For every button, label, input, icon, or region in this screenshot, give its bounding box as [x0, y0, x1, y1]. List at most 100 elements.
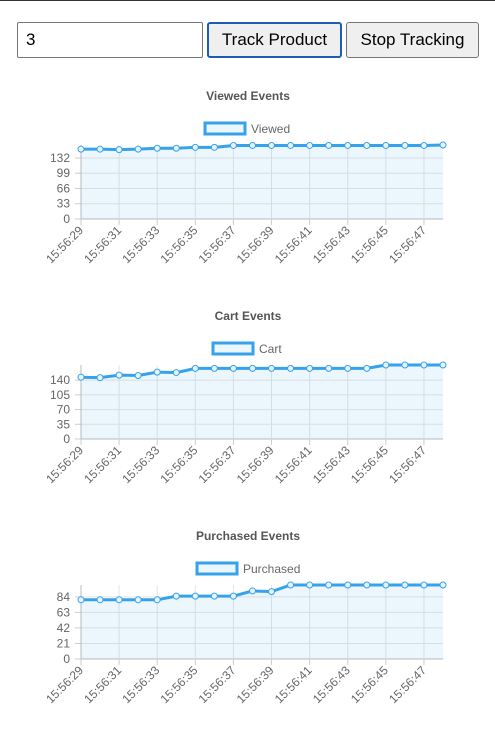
point	[344, 141, 352, 149]
stop-button[interactable]: Stop Tracking	[346, 22, 479, 58]
x-tick-label: 15:56:37	[196, 443, 239, 486]
point	[229, 592, 237, 600]
point	[210, 143, 218, 151]
point	[248, 587, 256, 595]
point	[115, 146, 123, 154]
point	[287, 364, 295, 372]
y-tick-label: 35	[57, 417, 71, 431]
y-tick-label: 132	[50, 151, 70, 165]
x-tick-label: 15:56:31	[81, 223, 124, 266]
y-tick-label: 84	[57, 590, 71, 604]
y-tick-label: 66	[57, 181, 71, 195]
controls: Track Product Stop Tracking	[0, 0, 495, 70]
x-tick-label: 15:56:47	[386, 443, 429, 486]
point	[344, 581, 352, 589]
x-tick-label: 15:56:29	[43, 663, 86, 706]
track-button[interactable]: Track Product	[207, 22, 342, 58]
x-tick-label: 15:56:31	[81, 443, 124, 486]
x-tick-label: 15:56:43	[310, 663, 353, 706]
point	[382, 141, 390, 149]
point	[268, 588, 276, 596]
point	[210, 364, 218, 372]
point	[439, 361, 447, 369]
y-tick-label: 70	[57, 403, 71, 417]
point	[77, 596, 85, 604]
x-tick-label: 15:56:47	[386, 663, 429, 706]
point	[344, 364, 352, 372]
y-tick-label: 33	[57, 197, 71, 211]
chart-title: Purchased Events	[196, 529, 300, 543]
x-tick-label: 15:56:41	[272, 443, 315, 486]
x-tick-label: 15:56:47	[386, 223, 429, 266]
point	[229, 141, 237, 149]
point	[229, 364, 237, 372]
x-tick-label: 15:56:33	[119, 443, 162, 486]
line-chart: Viewed EventsViewed033669913215:56:2915:…	[43, 89, 447, 266]
point	[420, 581, 428, 589]
point	[191, 364, 199, 372]
point	[96, 596, 104, 604]
x-tick-label: 15:56:39	[234, 443, 277, 486]
point	[363, 141, 371, 149]
point	[382, 581, 390, 589]
y-tick-label: 99	[57, 166, 71, 180]
y-tick-label: 21	[57, 636, 71, 650]
y-tick-label: 63	[57, 605, 71, 619]
legend-swatch	[195, 561, 239, 576]
point	[172, 369, 180, 377]
point	[420, 361, 428, 369]
x-tick-label: 15:56:39	[234, 223, 277, 266]
chart-title: Cart Events	[215, 309, 282, 323]
point	[268, 141, 276, 149]
point	[420, 141, 428, 149]
x-tick-label: 15:56:41	[272, 663, 315, 706]
point	[401, 581, 409, 589]
point	[306, 581, 314, 589]
legend-label: Cart	[259, 342, 282, 356]
point	[153, 596, 161, 604]
point	[306, 141, 314, 149]
point	[363, 364, 371, 372]
point	[115, 596, 123, 604]
point	[325, 141, 333, 149]
chart-title: Viewed Events	[206, 89, 290, 103]
point	[287, 581, 295, 589]
x-tick-label: 15:56:45	[348, 223, 391, 266]
point	[77, 373, 85, 381]
y-tick-label: 0	[63, 652, 70, 666]
x-tick-label: 15:56:41	[272, 223, 315, 266]
x-tick-label: 15:56:33	[119, 663, 162, 706]
point	[248, 141, 256, 149]
y-tick-label: 105	[50, 388, 70, 402]
point	[96, 374, 104, 382]
point	[382, 361, 390, 369]
x-tick-label: 15:56:35	[158, 663, 201, 706]
point	[153, 368, 161, 376]
quantity-input[interactable]	[17, 22, 203, 58]
point	[268, 364, 276, 372]
point	[134, 372, 142, 380]
legend-label: Purchased	[243, 562, 300, 576]
x-tick-label: 15:56:33	[119, 223, 162, 266]
point	[363, 581, 371, 589]
top-border	[0, 0, 495, 1]
point	[306, 364, 314, 372]
y-tick-label: 0	[63, 212, 70, 226]
legend-swatch	[211, 341, 255, 356]
point	[439, 141, 447, 149]
point	[172, 144, 180, 152]
x-tick-label: 15:56:31	[81, 663, 124, 706]
x-tick-label: 15:56:45	[348, 663, 391, 706]
area	[81, 585, 443, 659]
point	[77, 145, 85, 153]
point	[248, 364, 256, 372]
point	[210, 592, 218, 600]
y-tick-label: 0	[63, 432, 70, 446]
line-chart: Cart EventsCart0357010514015:56:2915:56:…	[43, 309, 447, 486]
legend-label: Viewed	[251, 122, 290, 136]
area	[81, 365, 443, 439]
point	[115, 371, 123, 379]
point	[401, 141, 409, 149]
x-tick-label: 15:56:29	[43, 223, 86, 266]
